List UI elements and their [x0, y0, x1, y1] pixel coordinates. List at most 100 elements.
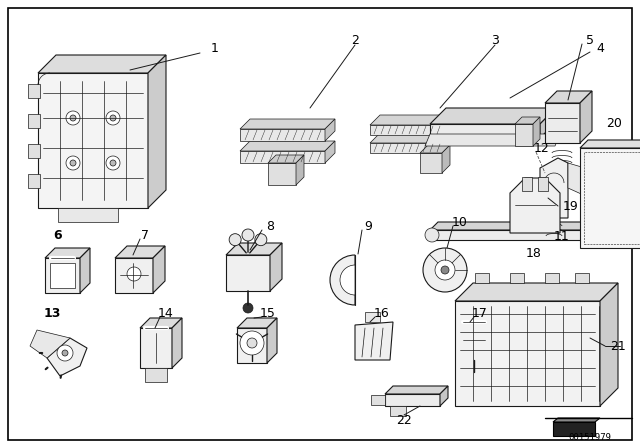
Bar — [58, 208, 118, 222]
FancyArrowPatch shape — [250, 242, 259, 253]
Polygon shape — [226, 255, 270, 291]
Polygon shape — [240, 141, 335, 151]
Text: 00151979: 00151979 — [568, 433, 611, 442]
Polygon shape — [370, 125, 440, 135]
Polygon shape — [580, 91, 592, 143]
Circle shape — [229, 234, 241, 246]
Circle shape — [62, 350, 68, 356]
Polygon shape — [430, 108, 556, 124]
Polygon shape — [420, 153, 442, 173]
Circle shape — [110, 160, 116, 166]
Polygon shape — [237, 328, 267, 363]
Polygon shape — [240, 119, 335, 129]
Bar — [50, 263, 75, 288]
Circle shape — [470, 371, 478, 379]
Polygon shape — [237, 318, 277, 328]
Polygon shape — [515, 124, 533, 146]
Polygon shape — [568, 163, 590, 198]
Circle shape — [243, 303, 253, 313]
Polygon shape — [430, 230, 585, 240]
Polygon shape — [148, 55, 166, 208]
Polygon shape — [38, 55, 166, 73]
Polygon shape — [140, 318, 182, 328]
Text: 16: 16 — [374, 306, 390, 319]
Polygon shape — [268, 155, 304, 163]
Polygon shape — [370, 143, 440, 153]
Polygon shape — [355, 322, 393, 360]
Text: 5: 5 — [586, 34, 594, 47]
Polygon shape — [325, 141, 335, 163]
Text: 19: 19 — [563, 199, 579, 212]
Polygon shape — [440, 133, 450, 153]
Text: 12: 12 — [534, 142, 550, 155]
Polygon shape — [267, 318, 277, 363]
Bar — [545, 273, 559, 283]
Circle shape — [66, 156, 80, 170]
Wedge shape — [330, 255, 355, 305]
Bar — [28, 144, 40, 158]
Polygon shape — [240, 151, 325, 163]
Polygon shape — [420, 145, 450, 153]
Text: 22: 22 — [396, 414, 412, 426]
Text: 8: 8 — [266, 220, 274, 233]
Circle shape — [110, 115, 116, 121]
Text: 6: 6 — [54, 228, 62, 241]
Polygon shape — [540, 108, 556, 138]
Polygon shape — [385, 394, 440, 406]
FancyArrowPatch shape — [45, 368, 47, 369]
FancyArrowPatch shape — [237, 242, 246, 253]
Text: 4: 4 — [596, 42, 604, 55]
Text: 21: 21 — [610, 340, 626, 353]
Polygon shape — [140, 328, 172, 368]
Polygon shape — [430, 124, 540, 138]
Polygon shape — [370, 115, 450, 125]
Polygon shape — [545, 91, 592, 103]
Bar — [28, 174, 40, 188]
Text: 1: 1 — [211, 42, 219, 55]
Text: 13: 13 — [44, 306, 61, 319]
Polygon shape — [153, 246, 165, 293]
Polygon shape — [540, 158, 568, 218]
Polygon shape — [580, 140, 640, 148]
Bar — [145, 368, 167, 382]
Circle shape — [106, 111, 120, 125]
Circle shape — [255, 234, 267, 246]
Polygon shape — [455, 283, 618, 301]
Circle shape — [240, 331, 264, 355]
Circle shape — [70, 160, 76, 166]
Text: 9: 9 — [364, 220, 372, 233]
Polygon shape — [490, 312, 500, 360]
Polygon shape — [440, 386, 448, 406]
Circle shape — [435, 260, 455, 280]
Circle shape — [66, 111, 80, 125]
Circle shape — [247, 338, 257, 348]
Polygon shape — [47, 338, 87, 376]
Polygon shape — [240, 129, 325, 141]
Polygon shape — [553, 418, 600, 422]
Circle shape — [106, 156, 120, 170]
Circle shape — [242, 229, 254, 241]
Bar — [455, 301, 600, 406]
Circle shape — [441, 266, 449, 274]
Circle shape — [425, 228, 439, 242]
Bar — [371, 395, 385, 405]
Polygon shape — [600, 283, 618, 406]
Bar — [28, 114, 40, 128]
Bar — [538, 177, 548, 191]
Polygon shape — [296, 155, 304, 185]
Bar — [584, 152, 640, 244]
Polygon shape — [580, 148, 640, 248]
Text: 20: 20 — [606, 116, 622, 129]
Bar — [575, 273, 589, 283]
Text: 7: 7 — [141, 228, 149, 241]
Circle shape — [127, 267, 141, 281]
Polygon shape — [38, 73, 148, 208]
Circle shape — [57, 345, 73, 361]
Polygon shape — [45, 258, 80, 293]
Text: 14: 14 — [158, 306, 174, 319]
Polygon shape — [30, 330, 70, 358]
Polygon shape — [268, 163, 296, 185]
Polygon shape — [370, 133, 450, 143]
Circle shape — [423, 248, 467, 292]
Polygon shape — [270, 243, 282, 291]
